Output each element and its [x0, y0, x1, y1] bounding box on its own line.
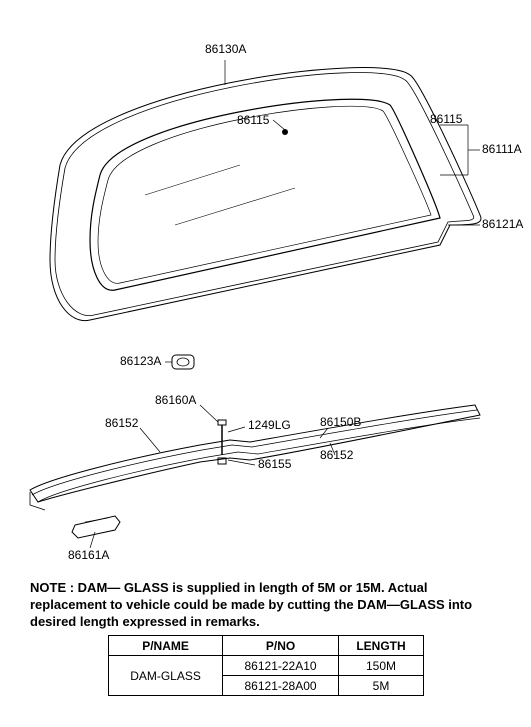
- diagram-svg: [0, 0, 531, 575]
- note-text: NOTE : DAM— GLASS is supplied in length …: [30, 580, 500, 631]
- callout-86123a: 86123A: [120, 354, 161, 368]
- callout-86130a: 86130A: [205, 42, 246, 56]
- col-length: LENGTH: [339, 636, 424, 656]
- callout-86111a: 86111A: [482, 142, 522, 156]
- cell-length: 150M: [339, 656, 424, 676]
- callout-86152-left: 86152: [105, 416, 138, 430]
- callout-86160a: 86160A: [155, 393, 196, 407]
- dam-glass-table: P/NAME P/NO LENGTH DAM-GLASS 86121-22A10…: [108, 635, 424, 696]
- col-pname: P/NAME: [109, 636, 223, 656]
- callout-86115-right: 86115: [430, 112, 462, 126]
- callout-86161a: 86161A: [68, 548, 109, 562]
- callout-86152-right: 86152: [320, 448, 353, 462]
- callout-86150b: 86150B: [320, 415, 361, 429]
- cell-length: 5M: [339, 676, 424, 696]
- cell-pno: 86121-22A10: [223, 656, 339, 676]
- callout-86155: 86155: [258, 457, 291, 471]
- callout-86121a: 86121A: [482, 217, 523, 231]
- cell-pno: 86121-28A00: [223, 676, 339, 696]
- table-header-row: P/NAME P/NO LENGTH: [109, 636, 424, 656]
- table-row: DAM-GLASS 86121-22A10 150M: [109, 656, 424, 676]
- col-pno: P/NO: [223, 636, 339, 656]
- cell-pname: DAM-GLASS: [109, 656, 223, 696]
- windshield-diagram: 86130A 86115 86115 86111A 86121A 86123A …: [0, 0, 531, 575]
- callout-86115-center: 86115: [237, 113, 269, 127]
- callout-1249lg: 1249LG: [248, 418, 291, 432]
